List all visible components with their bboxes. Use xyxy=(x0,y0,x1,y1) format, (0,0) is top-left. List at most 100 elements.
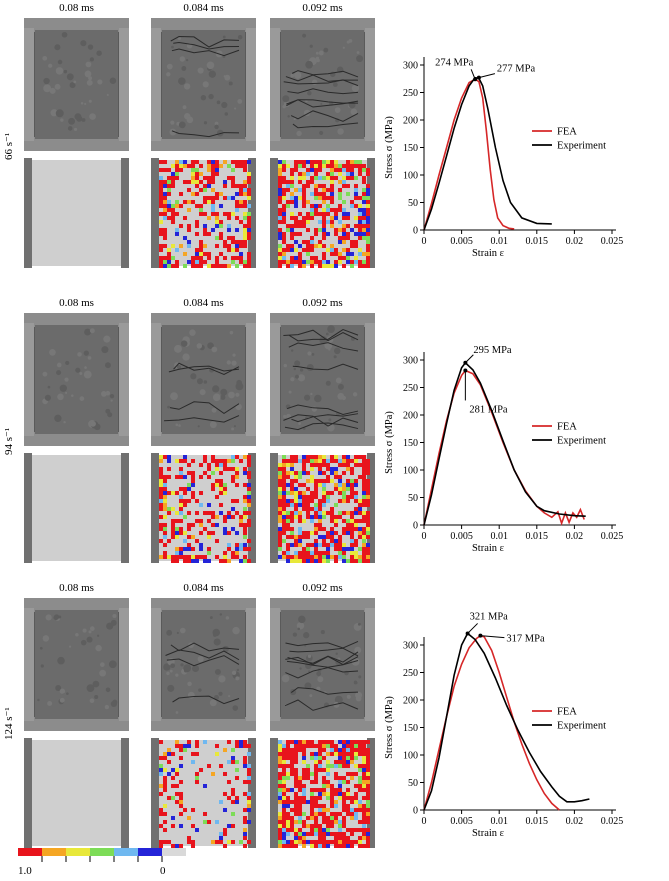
y-tick-label: 50 xyxy=(408,778,418,789)
colorbar-swatch xyxy=(138,848,162,856)
y-tick-label: 300 xyxy=(403,356,418,367)
specimen-photo xyxy=(151,598,256,731)
series-line-fea xyxy=(423,78,515,231)
y-tick-label: 150 xyxy=(403,143,418,154)
y-tick-label: 200 xyxy=(403,116,418,127)
fea-damage-map xyxy=(151,158,256,268)
annotation-label: 317 MPa xyxy=(506,634,545,645)
annotation-label: 281 MPa xyxy=(469,404,508,415)
y-tick-label: 150 xyxy=(403,438,418,449)
colorbar-swatch xyxy=(42,848,66,856)
colorbar-swatch xyxy=(162,848,186,856)
specimen-photo xyxy=(24,18,129,151)
legend-label: Experiment xyxy=(557,436,606,447)
x-tick-label: 0 xyxy=(422,816,427,827)
x-tick-label: 0.015 xyxy=(526,816,549,827)
y-tick-label: 0 xyxy=(413,226,418,237)
colorbar-min-label: 0 xyxy=(160,865,166,876)
legend-label: Experiment xyxy=(557,141,606,152)
y-tick-label: 200 xyxy=(403,411,418,422)
colorbar-swatch xyxy=(18,848,42,856)
series-line-fea xyxy=(423,369,585,526)
fea-damage-map xyxy=(151,738,256,848)
series-line-experiment xyxy=(423,632,590,811)
y-tick-label: 50 xyxy=(408,493,418,504)
x-axis-label: Strain ε xyxy=(472,543,505,554)
x-tick-label: 0.025 xyxy=(601,816,624,827)
y-tick-label: 100 xyxy=(403,171,418,182)
y-tick-label: 200 xyxy=(403,696,418,707)
colorbar: 1.0 0 xyxy=(18,846,188,877)
annotation-arrow xyxy=(465,354,474,364)
annotation-arrow xyxy=(467,623,478,634)
strain-rate-label: 124 s⁻¹ xyxy=(3,707,15,740)
time-label: 0.08 ms xyxy=(59,297,94,309)
row-strain-rate-3: 124 s⁻¹ 0.08 ms 0.084 ms 0.092 ms 0 0.005 0.01… xyxy=(0,580,669,870)
x-tick-label: 0.02 xyxy=(566,236,584,247)
fea-damage-map xyxy=(270,158,375,268)
y-tick-label: 250 xyxy=(403,668,418,679)
x-tick-label: 0 xyxy=(422,236,427,247)
legend-label: FEA xyxy=(557,707,577,718)
annotation-arrow xyxy=(480,635,505,639)
y-tick-label: 300 xyxy=(403,61,418,72)
stress-strain-chart: 0 0.005 0.01 0.015 0.02 0.025 0 50 100 150 200 250 3… xyxy=(384,345,624,554)
fea-damage-map xyxy=(270,453,375,563)
y-tick-label: 50 xyxy=(408,198,418,209)
x-tick-label: 0.015 xyxy=(526,236,549,247)
time-label: 0.08 ms xyxy=(59,582,94,594)
x-tick-label: 0.005 xyxy=(450,236,473,247)
peak-marker xyxy=(478,633,483,638)
x-tick-label: 0 xyxy=(422,531,427,542)
colorbar-swatch xyxy=(90,848,114,856)
fea-damage-map xyxy=(24,453,129,563)
x-tick-label: 0.005 xyxy=(450,816,473,827)
stress-strain-chart: 0 0.005 0.01 0.015 0.02 0.025 0 50 100 150 200 250 3… xyxy=(384,57,623,259)
colorbar-swatch xyxy=(66,848,90,856)
stress-strain-chart: 0 0.005 0.01 0.015 0.02 0.025 0 50 100 150 200 250 3… xyxy=(384,611,624,839)
series-line-experiment xyxy=(423,361,586,526)
fea-damage-map xyxy=(151,453,256,563)
fea-damage-map xyxy=(24,738,129,848)
fea-damage-map xyxy=(24,158,129,268)
time-label: 0.084 ms xyxy=(183,582,224,594)
y-axis-label: Stress σ (MPa) xyxy=(384,696,395,759)
x-tick-label: 0.01 xyxy=(490,531,508,542)
annotation-label: 277 MPa xyxy=(497,64,536,75)
strain-rate-label: 94 s⁻¹ xyxy=(3,427,15,455)
colorbar-max-label: 1.0 xyxy=(18,865,32,876)
y-tick-label: 250 xyxy=(403,88,418,99)
specimen-photo xyxy=(151,313,256,446)
x-tick-label: 0.01 xyxy=(490,236,508,247)
specimen-photo xyxy=(270,18,375,151)
y-axis-label: Stress σ (MPa) xyxy=(384,116,395,179)
y-tick-label: 0 xyxy=(413,521,418,532)
x-axis-label: Strain ε xyxy=(472,828,505,839)
series-line-fea xyxy=(423,634,560,811)
colorbar-swatch xyxy=(114,848,138,856)
x-tick-label: 0.025 xyxy=(601,531,624,542)
strain-rate-label: 66 s⁻¹ xyxy=(3,132,15,160)
y-tick-label: 250 xyxy=(403,383,418,394)
annotation-arrow xyxy=(470,69,476,80)
y-tick-label: 0 xyxy=(413,806,418,817)
time-label: 0.092 ms xyxy=(302,2,343,14)
annotation-label: 295 MPa xyxy=(473,345,512,356)
legend-label: FEA xyxy=(557,422,577,433)
specimen-photo xyxy=(270,313,375,446)
time-label: 0.084 ms xyxy=(183,297,224,309)
specimen-photo xyxy=(270,598,375,731)
x-tick-label: 0.02 xyxy=(566,531,584,542)
time-label: 0.092 ms xyxy=(302,582,343,594)
y-tick-label: 100 xyxy=(403,751,418,762)
annotation-arrow xyxy=(478,73,496,79)
y-axis-label: Stress σ (MPa) xyxy=(384,411,395,474)
y-tick-label: 100 xyxy=(403,466,418,477)
x-tick-label: 0.02 xyxy=(566,816,584,827)
x-tick-label: 0.005 xyxy=(450,531,473,542)
annotation-label: 321 MPa xyxy=(470,611,509,622)
legend-label: Experiment xyxy=(557,721,606,732)
x-tick-label: 0.015 xyxy=(526,531,549,542)
row-strain-rate-1: 66 s⁻¹ 0.08 ms 0.084 ms 0.092 ms 0 0.005 0.01 0… xyxy=(0,0,669,290)
specimen-photo xyxy=(24,598,129,731)
